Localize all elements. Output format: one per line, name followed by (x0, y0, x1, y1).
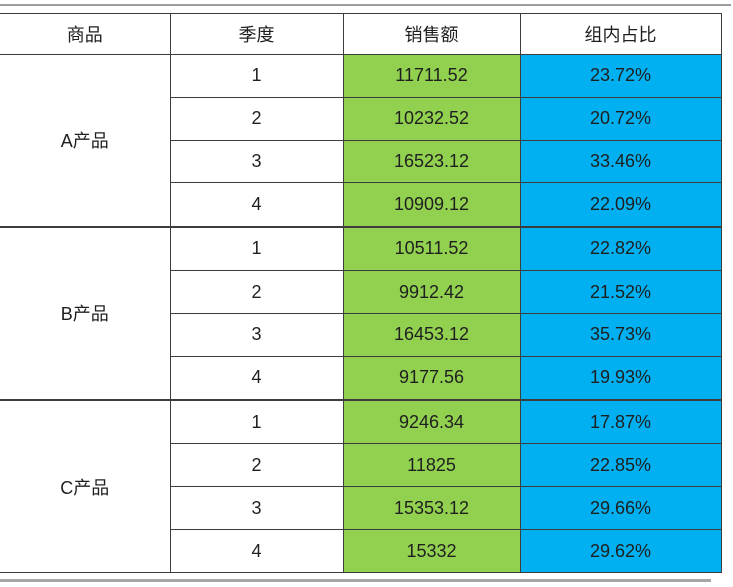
sales-value-cell: 15332 (342, 529, 521, 573)
sales-value-cell: 10511.52 (342, 225, 521, 272)
share-percent-cell: 35.73% (519, 312, 722, 357)
share-percent-cell: 22.85% (519, 443, 722, 488)
table-row: 3 16453.12 35.73% (0, 312, 722, 357)
quarter-cell: 2 (169, 443, 344, 488)
share-percent-cell: 21.52% (519, 270, 722, 314)
sales-value-cell: 10232.52 (342, 96, 521, 141)
table-row: 2 10232.52 20.72% (0, 96, 722, 141)
quarter-cell: 4 (169, 529, 344, 573)
share-percent-cell: 19.93% (519, 355, 722, 401)
table-row: C产品 1 9246.34 17.87% (0, 399, 722, 574)
sales-value-cell: 15353.12 (342, 486, 521, 531)
product-cell: C产品 (0, 399, 171, 574)
product-cell: B产品 (0, 225, 171, 401)
share-percent-cell: 22.09% (519, 182, 722, 228)
sales-value-cell: 9912.42 (342, 270, 521, 314)
quarter-cell: 3 (169, 139, 344, 184)
table-row: 4 9177.56 19.93% (0, 355, 722, 401)
quarter-cell: 2 (169, 96, 344, 141)
col-header-quarter: 季度 (169, 13, 344, 55)
sales-value-cell: 16523.12 (342, 139, 521, 184)
share-percent-cell: 20.72% (519, 96, 722, 141)
quarter-cell: 1 (169, 399, 344, 445)
table-row: A产品 1 11711.52 23.72% (0, 53, 722, 228)
share-percent-cell: 17.87% (519, 399, 722, 445)
share-percent-cell: 29.62% (519, 529, 722, 573)
table-body: A产品 1 11711.52 23.72% 2 10232.52 20.72% 3 16523.… (0, 53, 722, 574)
table-row: 2 11825 22.85% (0, 443, 722, 488)
sales-value-cell: 16453.12 (342, 312, 521, 357)
bottom-rule-divider (0, 579, 711, 582)
table-row: B产品 1 10511.52 22.82% (0, 225, 722, 401)
table-row: 4 15332 29.62% (0, 529, 722, 573)
share-percent-cell: 22.82% (519, 225, 722, 272)
quarter-cell: 3 (169, 486, 344, 531)
sales-value-cell: 10909.12 (342, 182, 521, 228)
col-header-sales: 销售额 (342, 13, 521, 55)
sales-value-cell: 9246.34 (342, 399, 521, 445)
col-header-product: 商品 (0, 13, 171, 55)
header-row: 商品 季度 销售额 组内占比 (0, 13, 722, 55)
table-row: 4 10909.12 22.09% (0, 182, 722, 228)
quarter-cell: 2 (169, 270, 344, 314)
share-percent-cell: 23.72% (519, 54, 722, 98)
sales-value-cell: 11711.52 (342, 54, 521, 98)
quarter-cell: 4 (169, 182, 344, 228)
table-row: 3 15353.12 29.66% (0, 486, 722, 531)
sales-value-cell: 9177.56 (342, 355, 521, 401)
product-cell: A产品 (0, 53, 171, 228)
top-rule-divider (0, 4, 731, 6)
quarterly-sales-table: 商品 季度 销售额 组内占比 A产品 1 11711.52 23.72% 2 10232.… (0, 13, 722, 574)
col-header-share: 组内占比 (519, 13, 722, 55)
quarter-cell: 1 (169, 54, 344, 98)
sales-value-cell: 11825 (342, 443, 521, 488)
quarter-cell: 4 (169, 355, 344, 401)
share-percent-cell: 33.46% (519, 139, 722, 184)
table-row: 3 16523.12 33.46% (0, 139, 722, 184)
quarter-cell: 3 (169, 312, 344, 357)
table-row: 2 9912.42 21.52% (0, 270, 722, 314)
share-percent-cell: 29.66% (519, 486, 722, 531)
quarter-cell: 1 (169, 225, 344, 272)
